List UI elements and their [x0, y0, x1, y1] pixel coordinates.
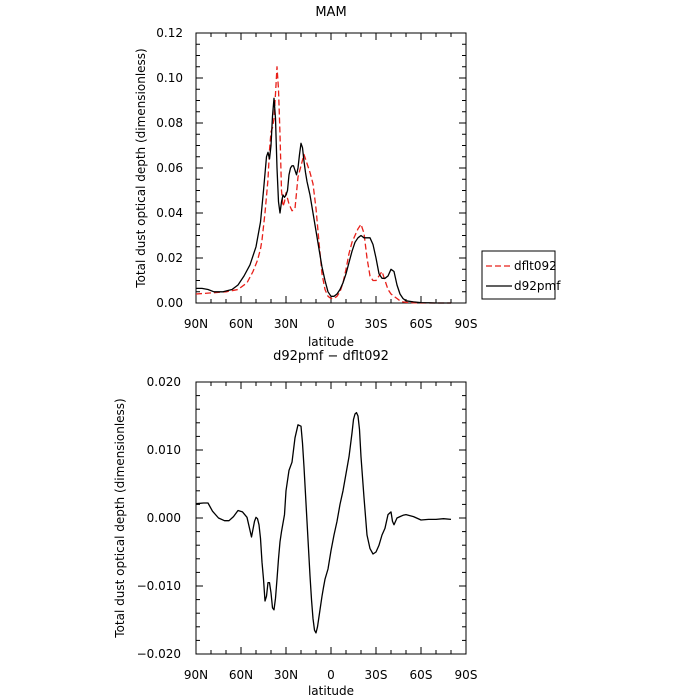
bottom-x-tick-label: 60S [410, 668, 433, 682]
top-x-tick-label: 30S [365, 317, 388, 331]
top-y-ticks [196, 32, 466, 304]
top-series-line-dflt092 [195, 66, 451, 304]
top-y-axis-label: Total dust optical depth (dimensionless) [134, 48, 148, 288]
top-x-tick-label: 0 [327, 317, 335, 331]
legend-box [481, 250, 556, 300]
bottom-y-tick-label: −0.020 [137, 647, 181, 661]
top-y-tick-label: 0.06 [156, 161, 183, 175]
bottom-y-axis-label: Total dust optical depth (dimensionless) [113, 398, 127, 638]
legend: dflt092 d92pmf [481, 250, 561, 300]
top-chart: MAM 90N 60N 30N 0 30S 60S 90S 0.00 0.02 … [134, 5, 561, 349]
bottom-x-axis-label: latitude [308, 684, 354, 698]
bottom-chart: d92pmf − dflt092 90N 60N 30N 0 30S 60S 9… [113, 349, 477, 698]
top-x-axis-label: latitude [308, 335, 354, 349]
bottom-y-tick-label: 0.020 [147, 375, 181, 389]
top-y-tick-label: 0.04 [156, 206, 183, 220]
top-chart-title: MAM [315, 5, 346, 20]
top-x-tick-label: 90N [184, 317, 208, 331]
top-plot-frame [195, 32, 467, 304]
legend-label-dflt092: dflt092 [514, 259, 557, 273]
top-y-tick-label: 0.02 [156, 251, 183, 265]
bottom-x-tick-label: 90N [184, 668, 208, 682]
top-y-tick-label: 0.10 [156, 71, 183, 85]
top-y-tick-labels: 0.00 0.02 0.04 0.06 0.08 0.10 0.12 [156, 26, 183, 310]
top-x-tick-label: 90S [455, 317, 478, 331]
bottom-x-ticks [195, 382, 467, 654]
bottom-y-tick-label: 0.000 [147, 511, 181, 525]
top-x-tick-label: 30N [274, 317, 298, 331]
top-x-tick-label: 60N [229, 317, 253, 331]
bottom-x-tick-label: 60N [229, 668, 253, 682]
bottom-x-tick-label: 90S [455, 668, 478, 682]
bottom-y-ticks [196, 381, 466, 655]
top-series-line-d92pmf [196, 97, 451, 304]
top-y-tick-label: 0.00 [156, 296, 183, 310]
bottom-y-tick-labels: −0.020 −0.010 0.000 0.010 0.020 [137, 375, 181, 661]
bottom-plot-frame [195, 381, 467, 655]
bottom-y-tick-label: −0.010 [137, 579, 181, 593]
bottom-x-tick-label: 30S [365, 668, 388, 682]
top-y-tick-label: 0.12 [156, 26, 183, 40]
top-x-tick-labels: 90N 60N 30N 0 30S 60S 90S [184, 317, 478, 331]
bottom-chart-title: d92pmf − dflt092 [273, 349, 389, 364]
top-y-tick-label: 0.08 [156, 116, 183, 130]
top-x-tick-label: 60S [410, 317, 433, 331]
bottom-y-tick-label: 0.010 [147, 443, 181, 457]
top-series-group [195, 66, 451, 304]
bottom-series-line-1 [195, 411, 452, 634]
top-x-ticks [195, 33, 467, 303]
bottom-x-tick-label: 30N [274, 668, 298, 682]
bottom-x-tick-labels: 90N 60N 30N 0 30S 60S 90S [184, 668, 478, 682]
bottom-series-group [195, 411, 452, 634]
bottom-x-tick-label: 0 [327, 668, 335, 682]
legend-label-d92pmf: d92pmf [514, 279, 561, 293]
